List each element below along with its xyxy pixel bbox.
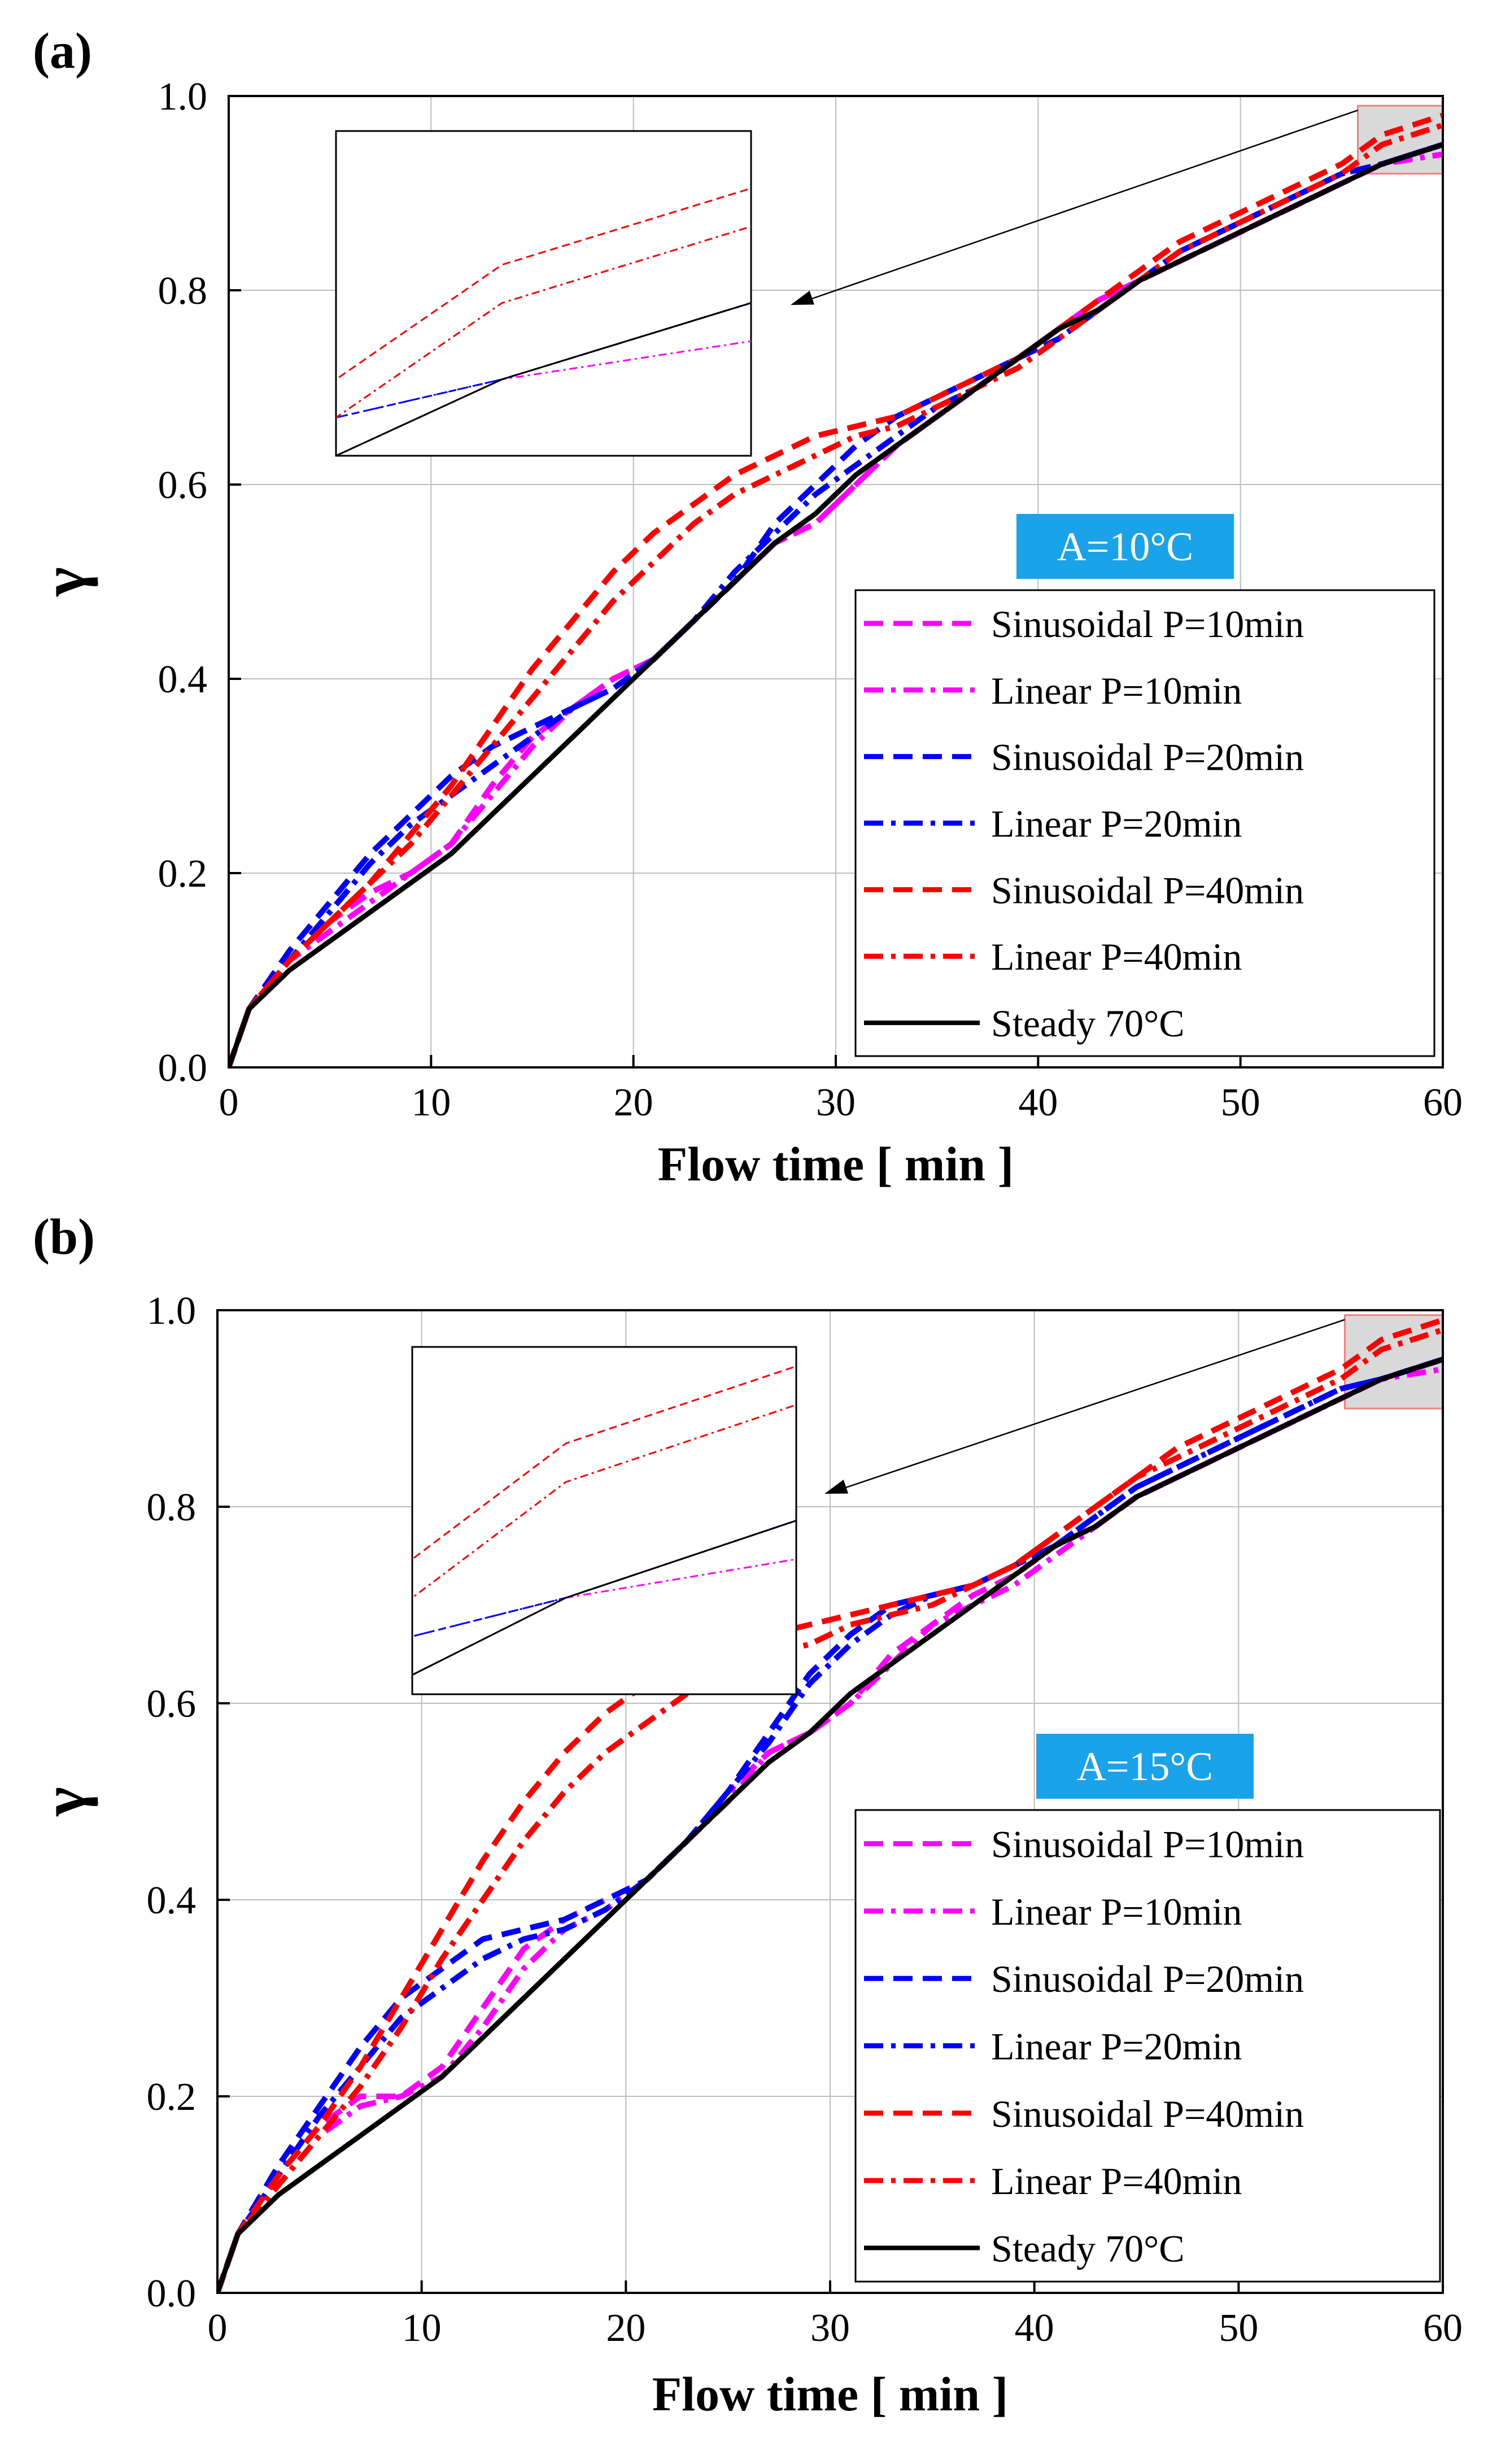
panel-label: (b) [33,1209,95,1265]
x-tick-label: 60 [1423,2306,1463,2350]
zoom-inset [411,1346,797,1695]
chart-panel-0: (a) 0 10 20 30 40 50 60 0.0 0.2 0.4 0.6 0.8 1.0 Flow t… [29,23,1463,1191]
x-axis-title: Flow time [ min ] [652,2367,1009,2421]
zoom-connector-line [801,110,1358,303]
legend: Sinusoidal P=10min Linear P=10min Sinusoid… [854,1809,1441,2283]
y-tick-label: 0.8 [158,269,208,313]
x-tick-label: 40 [1018,1081,1058,1124]
legend-label-2: Sinusoidal P=20min [991,1957,1304,2000]
series-line-4 [229,112,1443,1067]
x-tick-label: 40 [1015,2306,1054,2350]
legend-label-1: Linear P=10min [991,1890,1242,1933]
y-axis-title: γ [29,567,98,596]
inset-series-line-5 [336,225,751,419]
series-line-3 [229,142,1443,1067]
x-tick-label: 50 [1219,2306,1258,2350]
series-line-5 [229,122,1443,1067]
x-tick-label: 50 [1221,1081,1260,1124]
y-tick-label: 0.6 [147,1682,197,1726]
x-tick-label: 10 [411,1081,451,1124]
x-tick-label: 30 [816,1081,856,1124]
legend-label-3: Linear P=20min [991,803,1242,845]
x-tick-label: 0 [208,2306,228,2350]
legend-label-6: Steady 70°C [991,1002,1185,1045]
y-tick-label: 0.2 [147,2075,197,2119]
series-line-6 [217,1357,1443,2293]
panel-label: (a) [33,23,92,79]
inset-series-line-6 [412,1520,796,1676]
inset-series-group [336,187,751,456]
x-tick-label: 10 [402,2306,442,2350]
inset-frame [335,130,752,457]
inset-series-group [412,1365,796,1676]
x-tick-label: 0 [219,1081,239,1124]
y-tick-label: 0.0 [158,1046,208,1090]
inset-series-line-4 [336,187,751,381]
y-tick-label: 0.2 [158,852,208,896]
annotation-label: A=15°C [1077,1744,1213,1789]
annotation-label: A=10°C [1057,524,1193,569]
y-tick-label: 1.0 [158,75,208,119]
legend-label-2: Sinusoidal P=20min [991,736,1304,779]
legend-label-6: Steady 70°C [991,2227,1185,2270]
legend-label-5: Linear P=40min [991,935,1242,978]
series-group [217,1317,1443,2293]
x-tick-label: 60 [1423,1081,1463,1124]
arrow-head-icon [824,1479,849,1494]
series-line-3 [217,1357,1443,2293]
legend-label-5: Linear P=40min [991,2160,1242,2203]
y-tick-label: 0.4 [158,658,208,701]
series-group [229,112,1443,1067]
x-tick-label: 30 [810,2306,850,2350]
legend-label-1: Linear P=10min [991,669,1242,712]
arrow-head-icon [791,290,815,305]
series-line-4 [217,1317,1443,2293]
annotation-box [1036,1734,1254,1799]
inset-frame [411,1346,797,1695]
legend-label-4: Sinusoidal P=40min [991,869,1304,912]
x-tick-label: 20 [614,1081,653,1124]
legend-label-0: Sinusoidal P=10min [991,1823,1304,1866]
inset-series-line-4 [412,1365,796,1560]
inset-series-line-6 [336,302,751,456]
x-axis-title: Flow time [ min ] [658,1137,1014,1191]
y-tick-label: 0.4 [147,1879,197,1922]
zoom-connector-line [835,1319,1345,1492]
series-line-5 [217,1327,1443,2293]
annotation-box [1016,514,1234,579]
inset-series-line-2 [336,302,751,419]
zoom-inset [335,130,752,457]
x-tick-label: 20 [606,2306,645,2350]
y-tick-label: 1.0 [147,1289,197,1333]
legend-label-4: Sinusoidal P=40min [991,2092,1304,2135]
series-line-0 [229,142,1443,1067]
legend-label-3: Linear P=20min [991,2025,1242,2068]
legend: Sinusoidal P=10min Linear P=10min Sinusoid… [854,589,1435,1057]
y-tick-label: 0.0 [147,2272,197,2315]
legend-label-0: Sinusoidal P=10min [991,603,1304,646]
y-axis-title: γ [29,1787,98,1816]
chart-panel-1: (b) 0 10 20 30 40 50 60 0.0 0.2 0.4 0.6 0.8 1.0 Flow t… [29,1209,1463,2421]
y-tick-label: 0.8 [147,1486,197,1529]
y-tick-label: 0.6 [158,464,208,507]
series-line-6 [229,142,1443,1067]
